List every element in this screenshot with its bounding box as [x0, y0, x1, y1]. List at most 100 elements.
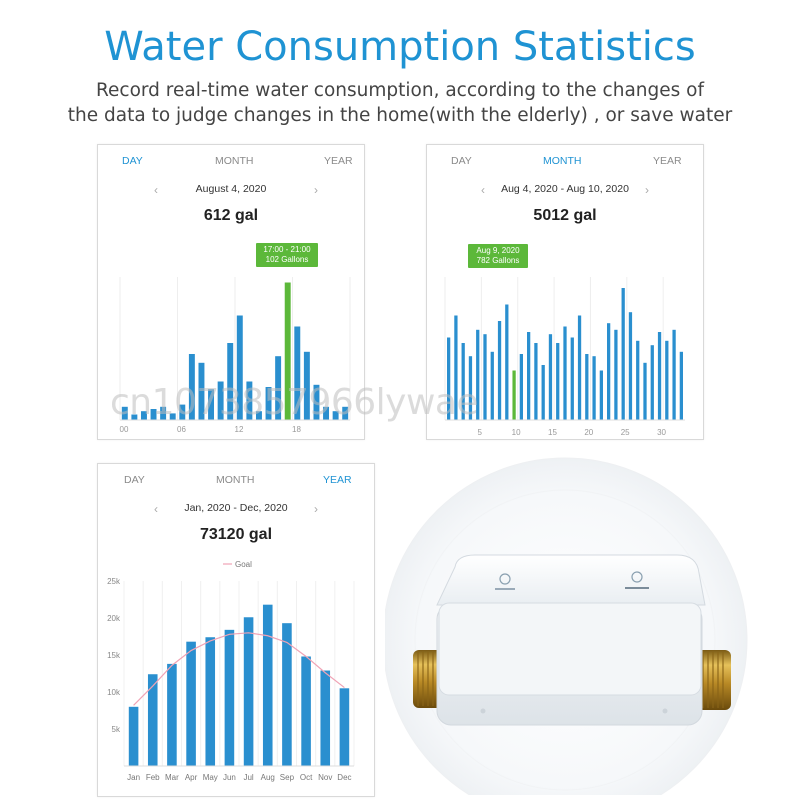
chart-bar — [650, 345, 654, 420]
x-tick-label: Nov — [318, 773, 332, 782]
day-bar-chart: 00 06 12 18 — [119, 277, 351, 434]
x-tick-label: 20 — [584, 428, 593, 437]
legend-goal-label: Goal — [235, 560, 252, 569]
chart-bar — [461, 343, 465, 420]
chart-tooltip: Aug 9, 2020 782 Gallons — [468, 244, 528, 268]
tab-year[interactable]: YEAR — [653, 155, 682, 167]
x-tick-label: Mar — [165, 773, 179, 782]
chart-bar — [121, 406, 128, 420]
chevron-right-icon[interactable]: › — [314, 183, 318, 197]
x-tick-label: 25 — [621, 428, 630, 437]
chart-bar — [527, 332, 531, 420]
chart-bar — [332, 411, 339, 420]
chart-bar — [592, 356, 596, 420]
water-meter-device-image — [385, 457, 748, 795]
date-navigator: ‹ Jan, 2020 - Dec, 2020 › — [98, 502, 374, 518]
y-tick-label: 5k — [112, 725, 121, 734]
chart-bar — [284, 282, 291, 420]
tooltip-value: 782 Gallons — [476, 256, 520, 265]
chart-bar — [541, 365, 545, 420]
month-bar-chart: 5 10 15 20 25 30 — [444, 277, 685, 437]
chart-bar — [628, 312, 633, 420]
x-tick-label: Jul — [243, 773, 253, 782]
chart-bar — [636, 340, 640, 420]
x-tick-label: 5 — [478, 428, 483, 437]
chart-bar — [563, 326, 567, 420]
chart-bar — [167, 663, 177, 766]
tab-day[interactable]: DAY — [124, 474, 145, 486]
subtitle-line-2: the data to judge changes in the home(wi… — [67, 105, 733, 126]
year-chart-card: DAY MONTH YEAR ‹ Jan, 2020 - Dec, 2020 ›… — [97, 463, 375, 797]
chart-bar — [657, 332, 662, 420]
chart-bar — [447, 337, 451, 420]
goal-line — [133, 632, 345, 706]
chart-bar — [665, 340, 669, 420]
chart-bar — [275, 356, 282, 420]
chart-bar — [243, 617, 254, 766]
tooltip-value: 102 Gallons — [265, 255, 309, 264]
tab-day[interactable]: DAY — [451, 155, 472, 167]
page-subtitle: Record real-time water consumption, acco… — [60, 78, 740, 128]
chart-bar — [179, 404, 186, 420]
x-tick-label: Oct — [300, 773, 313, 782]
chart-bar — [128, 706, 139, 766]
tab-day[interactable]: DAY — [122, 155, 143, 167]
chart-bar — [169, 413, 176, 420]
chevron-left-icon[interactable]: ‹ — [481, 183, 485, 197]
chart-bar — [476, 329, 480, 420]
month-chart-card: DAY MONTH YEAR ‹ Aug 4, 2020 - Aug 10, 2… — [426, 144, 704, 440]
day-chart-card: DAY MONTH YEAR ‹ August 4, 2020 › 612 ga… — [97, 144, 365, 440]
chart-bar — [483, 334, 487, 420]
x-tick-label: Aug — [261, 773, 275, 782]
chart-bar — [186, 641, 196, 766]
x-tick-label: Sep — [280, 773, 295, 782]
chevron-right-icon[interactable]: › — [645, 183, 649, 197]
chart-bar — [313, 384, 320, 420]
x-tick-label: May — [203, 773, 218, 782]
total-consumption: 612 gal — [203, 207, 259, 224]
date-range-label: Aug 4, 2020 - Aug 10, 2020 — [501, 183, 629, 195]
x-tick-label: Apr — [185, 773, 198, 782]
chart-bar — [227, 343, 234, 420]
chart-bar — [621, 288, 625, 420]
x-tick-label: Dec — [337, 773, 351, 782]
x-tick-label: Jan — [127, 773, 140, 782]
chart-bar — [339, 688, 350, 766]
chart-bar — [342, 406, 349, 420]
chart-bar — [570, 337, 574, 420]
x-tick-label: 06 — [177, 425, 186, 434]
tab-year[interactable]: YEAR — [324, 155, 353, 167]
subtitle-line-1: Record real-time water consumption, acco… — [96, 80, 704, 101]
chart-bar — [497, 321, 502, 420]
tab-year[interactable]: YEAR — [323, 474, 352, 486]
chart-bar — [585, 354, 589, 420]
chevron-right-icon[interactable]: › — [314, 502, 318, 516]
chart-bar — [224, 629, 235, 766]
tooltip-date: Aug 9, 2020 — [476, 246, 520, 255]
chart-bar — [556, 343, 560, 420]
tab-month[interactable]: MONTH — [216, 474, 255, 486]
x-tick-label: 18 — [292, 425, 301, 434]
chart-bar — [512, 370, 516, 420]
chart-bar — [255, 411, 262, 420]
chart-bar — [519, 354, 523, 420]
date-range-label: August 4, 2020 — [195, 183, 267, 195]
chart-bar — [303, 351, 310, 420]
x-tick-label: 12 — [235, 425, 244, 434]
tab-month[interactable]: MONTH — [543, 155, 582, 167]
tab-month[interactable]: MONTH — [215, 155, 254, 167]
page-title: Water Consumption Statistics — [104, 24, 696, 70]
chevron-left-icon[interactable]: ‹ — [154, 502, 158, 516]
chevron-left-icon[interactable]: ‹ — [154, 183, 158, 197]
date-range-label: Jan, 2020 - Dec, 2020 — [184, 502, 288, 514]
chart-bar — [147, 674, 158, 766]
chart-bar — [188, 354, 195, 420]
y-tick-label: 15k — [107, 651, 121, 660]
chart-bar — [323, 406, 330, 420]
date-navigator: ‹ Aug 4, 2020 - Aug 10, 2020 › — [427, 183, 703, 199]
chart-bar — [217, 381, 224, 420]
chart-bar — [205, 637, 216, 766]
y-tick-label: 25k — [107, 577, 121, 586]
period-tabs: DAY MONTH YEAR — [427, 155, 703, 171]
total-consumption: 73120 gal — [199, 526, 273, 543]
